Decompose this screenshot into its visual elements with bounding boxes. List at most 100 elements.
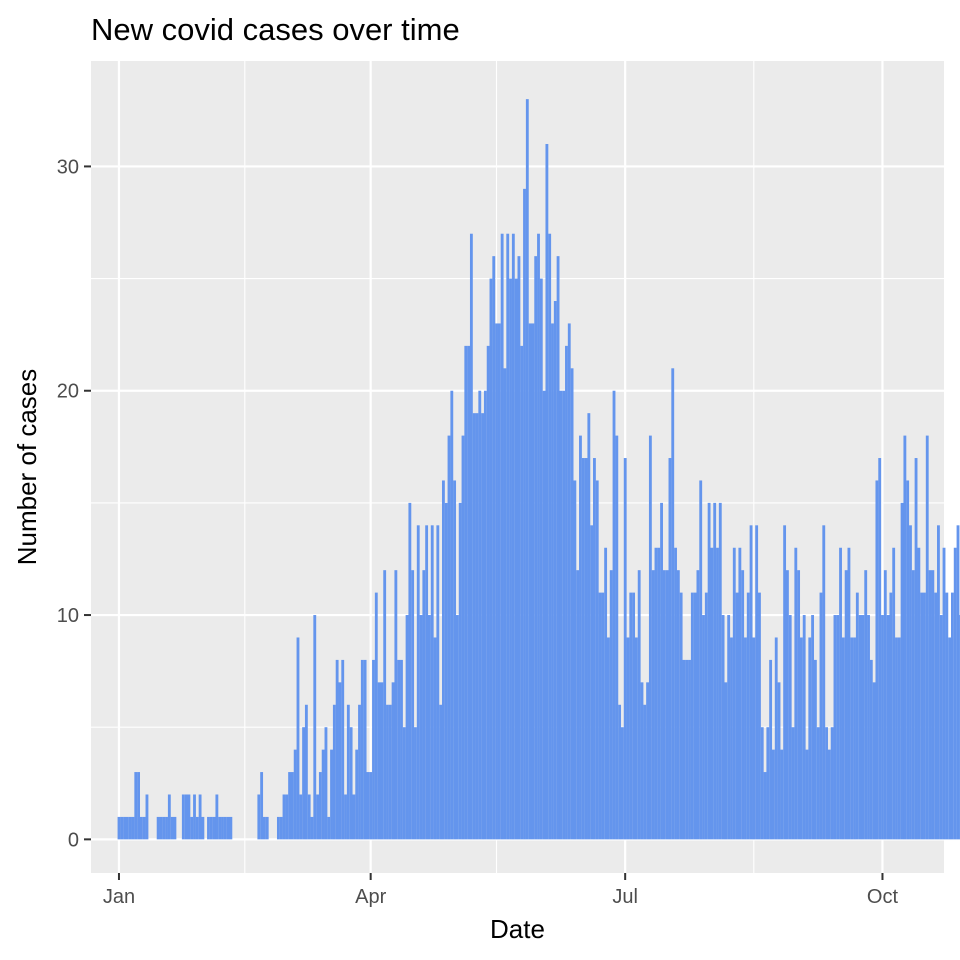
x-tick-label: Jan — [103, 886, 135, 908]
bar — [503, 368, 507, 840]
bar — [598, 592, 602, 840]
bar — [590, 525, 594, 840]
bar — [931, 570, 935, 840]
bar — [439, 704, 443, 840]
bar — [562, 390, 566, 840]
bar — [497, 323, 501, 840]
bar — [156, 816, 160, 840]
bar — [925, 435, 929, 840]
bar — [344, 794, 347, 840]
bar — [511, 233, 515, 840]
bar — [827, 749, 831, 840]
bar — [441, 480, 445, 840]
bar — [819, 592, 823, 840]
bar — [772, 749, 775, 840]
bar — [520, 345, 524, 840]
bar — [338, 682, 342, 840]
bar — [626, 637, 630, 840]
x-axis-title: Date — [490, 914, 545, 944]
bar — [730, 637, 733, 840]
bar — [721, 615, 725, 840]
bar — [173, 816, 177, 840]
bar — [850, 637, 854, 840]
bar — [263, 816, 266, 840]
bar — [128, 816, 132, 840]
bar — [741, 570, 745, 840]
bar — [509, 278, 512, 840]
x-axis: Jan Apr Jul Oct — [103, 873, 899, 908]
bar — [713, 502, 717, 840]
bar — [335, 659, 339, 840]
bar — [372, 659, 375, 840]
bar — [688, 659, 691, 840]
bar — [637, 570, 641, 840]
bar — [475, 413, 479, 840]
bar — [763, 772, 767, 840]
bar — [855, 592, 859, 840]
bar — [181, 794, 185, 840]
bar — [914, 458, 918, 840]
bar — [495, 323, 498, 840]
bar — [875, 480, 879, 840]
bar — [948, 637, 952, 840]
bar — [671, 368, 675, 840]
bar — [383, 570, 387, 840]
x-tick-label: Apr — [355, 886, 386, 908]
bar — [299, 794, 303, 840]
bar — [285, 794, 289, 840]
bar — [822, 525, 826, 840]
bar — [528, 323, 532, 840]
bar — [570, 368, 574, 840]
bar — [455, 615, 459, 840]
bar — [542, 390, 546, 840]
bar — [257, 794, 261, 840]
bar — [184, 794, 188, 840]
bar — [523, 188, 526, 840]
bar — [207, 816, 210, 840]
bar — [945, 592, 949, 840]
bar — [584, 458, 588, 840]
bar — [162, 816, 166, 840]
bar — [685, 659, 689, 840]
bar — [349, 727, 353, 840]
bar — [928, 570, 932, 840]
bar — [318, 772, 322, 840]
bar — [808, 637, 812, 840]
x-tick-label: Oct — [867, 886, 899, 908]
bar — [777, 682, 781, 840]
bar — [727, 615, 731, 840]
bar — [920, 592, 924, 840]
bar — [226, 816, 230, 840]
bar — [458, 502, 462, 840]
bar — [861, 615, 865, 840]
bar — [766, 727, 770, 840]
x-tick-label: Jul — [612, 886, 638, 908]
bars — [117, 99, 960, 840]
bar — [783, 525, 787, 840]
bar — [895, 637, 898, 840]
bar — [551, 323, 554, 840]
bar — [744, 637, 747, 840]
bar — [643, 704, 647, 840]
y-tick-label: 30 — [57, 156, 79, 178]
bar — [794, 547, 798, 840]
bar — [492, 256, 496, 840]
bar — [425, 525, 429, 840]
bar — [682, 659, 686, 840]
bar — [839, 547, 842, 840]
bar — [304, 704, 308, 840]
bar — [310, 816, 314, 840]
bar — [346, 704, 350, 840]
bar — [553, 301, 557, 840]
bar — [632, 592, 636, 840]
bar — [327, 816, 331, 840]
bar — [433, 637, 437, 840]
bar — [676, 570, 680, 840]
bar — [461, 435, 465, 840]
bar — [120, 816, 124, 840]
bar — [679, 592, 683, 840]
bar — [447, 435, 451, 840]
bar — [321, 749, 325, 840]
bar — [797, 570, 801, 840]
bar — [198, 794, 202, 840]
